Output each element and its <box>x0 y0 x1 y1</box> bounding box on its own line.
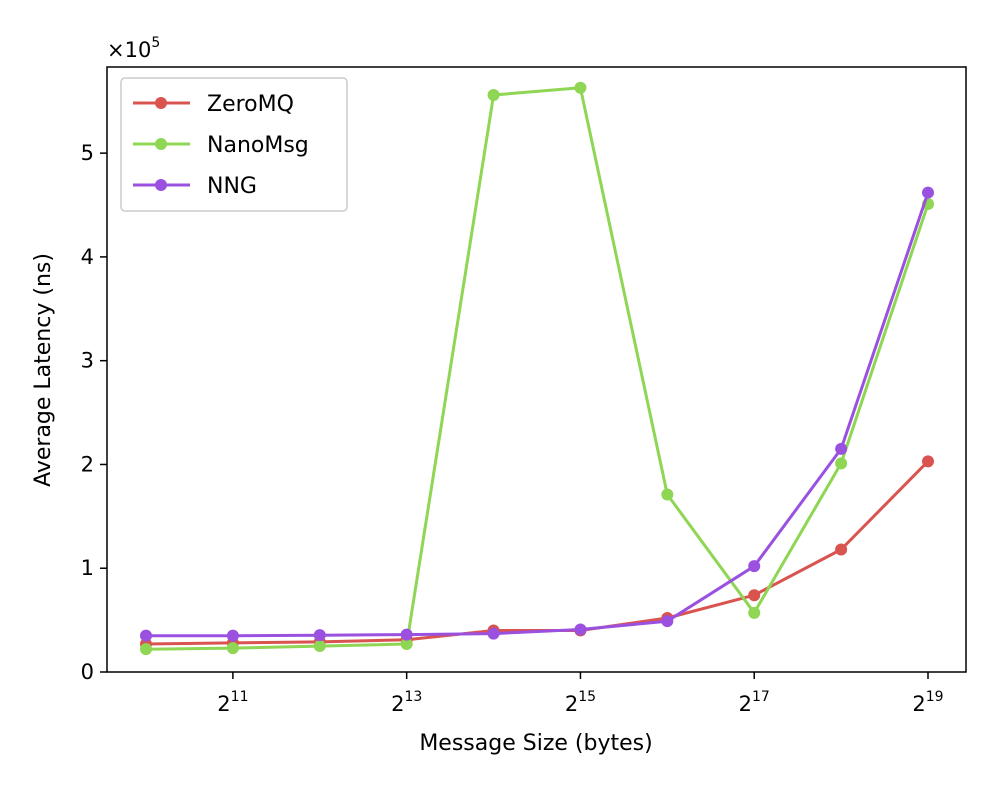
series-layer <box>140 81 934 656</box>
legend-marker-zeromq <box>155 97 167 109</box>
legend: ZeroMQ NanoMsg NNG <box>120 77 348 212</box>
data-point-zeromq <box>835 543 848 556</box>
x-tick-label: 217 <box>739 689 770 716</box>
data-point-nanomsg <box>835 457 848 470</box>
x-tick-label: 219 <box>912 689 943 716</box>
x-tick-label: 213 <box>391 689 422 716</box>
data-point-nanomsg <box>661 488 674 501</box>
y-multiplier: ×105 <box>107 35 160 62</box>
data-point-nng <box>922 186 934 199</box>
x-axis-label: Message Size (bytes) <box>419 731 652 756</box>
legend-box <box>120 77 348 212</box>
legend-marker-nanomsg <box>155 138 167 150</box>
data-point-nanomsg <box>313 640 326 653</box>
x-tick-label: 211 <box>217 689 248 716</box>
data-point-nng <box>313 629 326 642</box>
data-point-nng <box>400 628 413 641</box>
y-tick-label: 1 <box>81 556 94 580</box>
plot-frame <box>106 66 967 673</box>
y-tick-label: 0 <box>81 660 94 684</box>
y-tick-label: 4 <box>81 245 94 269</box>
legend-items: ZeroMQ NanoMsg NNG <box>133 92 309 199</box>
data-point-nng <box>661 615 674 628</box>
legend-label-zeromq: ZeroMQ <box>207 92 294 117</box>
x-tick-label: 215 <box>565 689 596 716</box>
y-axis-label: Average Latency (ns) <box>31 253 56 487</box>
data-point-nanomsg <box>748 606 761 619</box>
data-point-nng <box>487 627 500 640</box>
y-tick-label: 3 <box>81 349 94 373</box>
data-point-zeromq <box>922 455 934 468</box>
legend-marker-nng <box>155 179 167 191</box>
data-point-nanomsg <box>487 89 500 102</box>
plot-area <box>106 66 967 673</box>
data-point-nng <box>748 560 761 573</box>
y-axis-ticks: 0 1 2 3 4 5 <box>81 141 107 684</box>
data-point-nanomsg <box>140 643 152 656</box>
data-point-nanomsg <box>400 637 413 650</box>
legend-label-nng: NNG <box>207 174 257 199</box>
legend-label-nanomsg: NanoMsg <box>207 133 309 158</box>
data-point-nng <box>140 629 152 642</box>
series-line-nng <box>146 192 930 638</box>
data-point-nng <box>574 623 587 636</box>
data-point-nanomsg <box>226 642 239 655</box>
y-tick-label: 5 <box>81 141 94 165</box>
data-point-zeromq <box>748 589 761 602</box>
data-point-nng <box>226 629 239 642</box>
y-tick-label: 2 <box>81 452 94 476</box>
data-point-nanomsg <box>574 81 587 94</box>
x-axis-ticks: 211 213 215 217 219 <box>217 672 944 716</box>
series-line-nanomsg <box>145 86 930 651</box>
data-point-nng <box>835 442 848 455</box>
